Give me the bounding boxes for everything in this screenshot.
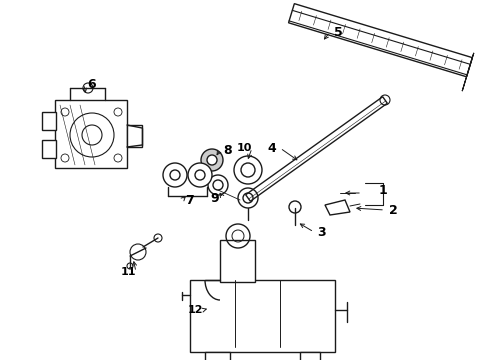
Polygon shape — [288, 4, 471, 77]
Circle shape — [234, 156, 262, 184]
Polygon shape — [325, 200, 349, 215]
Circle shape — [206, 155, 217, 165]
Text: 1: 1 — [378, 184, 386, 197]
Text: 3: 3 — [317, 225, 325, 238]
Circle shape — [163, 163, 186, 187]
Circle shape — [70, 113, 114, 157]
Text: 12: 12 — [187, 305, 203, 315]
Text: 2: 2 — [388, 203, 397, 216]
Text: 8: 8 — [223, 144, 232, 157]
Circle shape — [288, 201, 301, 213]
Text: 6: 6 — [87, 77, 96, 90]
Circle shape — [241, 163, 254, 177]
Polygon shape — [461, 53, 473, 91]
Text: 10: 10 — [236, 143, 251, 153]
Bar — [127, 125, 142, 147]
Circle shape — [130, 244, 146, 260]
Bar — [299, 352, 319, 360]
Bar — [42, 112, 56, 130]
Text: 9: 9 — [210, 192, 219, 204]
Text: 7: 7 — [185, 194, 194, 207]
Text: 11: 11 — [120, 267, 136, 277]
Bar — [55, 100, 127, 168]
Circle shape — [201, 149, 223, 171]
Bar — [204, 352, 229, 360]
Polygon shape — [245, 97, 386, 201]
Circle shape — [207, 175, 227, 195]
Circle shape — [154, 234, 162, 242]
Circle shape — [187, 163, 212, 187]
Text: 4: 4 — [267, 141, 276, 154]
Bar — [190, 280, 334, 352]
Bar — [42, 140, 56, 158]
Text: 5: 5 — [333, 26, 342, 39]
Bar — [220, 240, 254, 282]
